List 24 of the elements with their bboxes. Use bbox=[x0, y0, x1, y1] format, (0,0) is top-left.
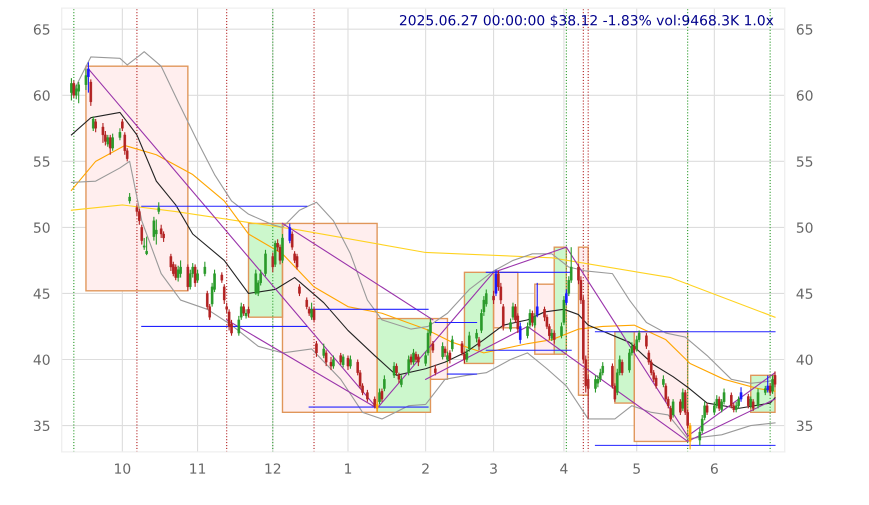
x-tick-label: 5 bbox=[633, 464, 640, 474]
x-tick-label: 12 bbox=[265, 463, 280, 474]
y-tick-label: 50 bbox=[34, 222, 50, 233]
x-tick-label: 4 bbox=[560, 464, 568, 474]
x-tick-label: 10 bbox=[115, 463, 130, 474]
y-tick-label: 60 bbox=[34, 90, 50, 101]
y2-tick-label: 65 bbox=[796, 24, 812, 35]
chart-title: 2025.06.27 00:00:00 $38.12 -1.83% vol:9468.3K 1.0x bbox=[400, 14, 774, 28]
y-tick-label: 40 bbox=[34, 354, 50, 365]
y2-tick-label: 40 bbox=[796, 354, 813, 365]
x-tick-label: 1 bbox=[345, 464, 352, 474]
x-tick-label: 3 bbox=[490, 463, 497, 474]
y-tick-label: 35 bbox=[34, 420, 50, 432]
y2-tick-label: 60 bbox=[796, 90, 813, 101]
y-tick-label: 65 bbox=[34, 24, 50, 35]
x-tick-label: 11 bbox=[190, 464, 206, 474]
y-tick-label: 45 bbox=[34, 288, 50, 299]
x-tick-label: 6 bbox=[710, 463, 718, 474]
y2-tick-label: 35 bbox=[796, 420, 812, 432]
y-tick-label: 55 bbox=[34, 156, 50, 167]
y2-tick-label: 45 bbox=[796, 288, 812, 299]
y2-tick-label: 55 bbox=[796, 156, 812, 167]
x-tick-label: 2 bbox=[422, 463, 429, 474]
y2-tick-label: 50 bbox=[796, 222, 813, 233]
